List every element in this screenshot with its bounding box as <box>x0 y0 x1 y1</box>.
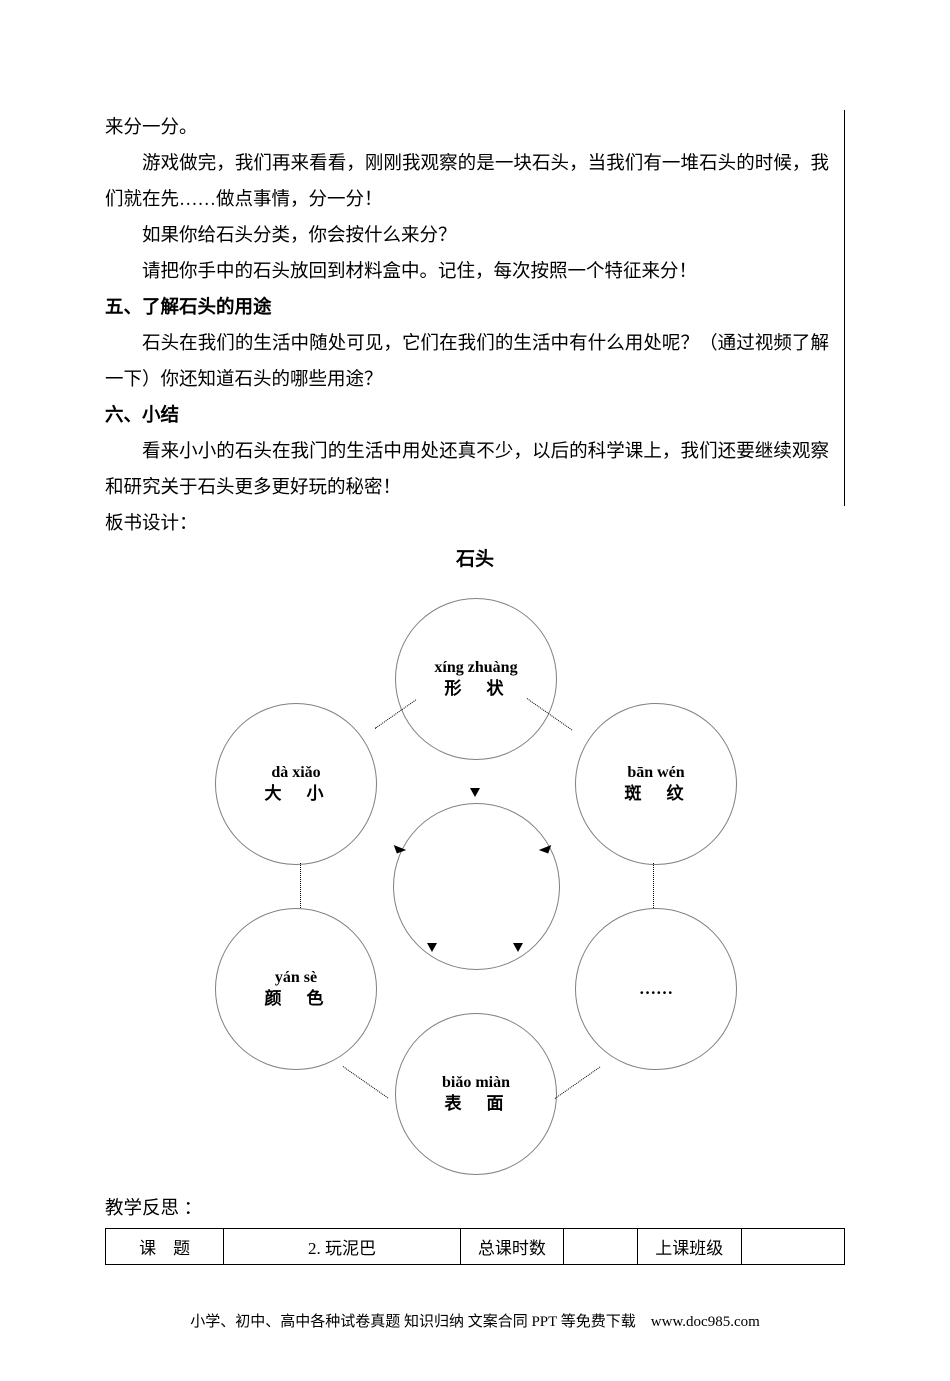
paragraph: 如果你给石头分类，你会按什么来分？ <box>105 218 829 254</box>
node-color: yán sè 颜 色 <box>215 908 377 1070</box>
page-container: 来分一分。 游戏做完，我们再来看看，刚刚我观察的是一块石头，当我们有一堆石头的时… <box>0 0 950 1381</box>
arrow-icon <box>427 943 437 952</box>
board-design-label: 板书设计： <box>105 506 845 542</box>
table-cell <box>564 1229 638 1265</box>
connector <box>300 863 302 908</box>
diagram-title: 石头 <box>105 542 845 578</box>
teaching-reflection-label: 教学反思 ： <box>105 1194 845 1224</box>
connector <box>555 1067 601 1099</box>
paragraph: 请把你手中的石头放回到材料盒中。记住，每次按照一个特征来分！ <box>105 254 829 290</box>
arrow-icon <box>513 943 523 952</box>
node-label: bān wén 斑 纹 <box>625 763 688 806</box>
paragraph: 来分一分。 <box>105 110 829 146</box>
node-shape: xíng zhuàng 形 状 <box>395 598 557 760</box>
node-pattern: bān wén 斑 纹 <box>575 703 737 865</box>
table-cell: 总课时数 <box>460 1229 563 1265</box>
lesson-info-table: 课 题 2. 玩泥巴 总课时数 上课班级 <box>105 1228 845 1265</box>
node-label: …… <box>639 978 673 1001</box>
table-cell <box>741 1229 845 1265</box>
node-size: dà xiǎo 大 小 <box>215 703 377 865</box>
page-footer: 小学、初中、高中各种试卷真题 知识归纳 文案合同 PPT 等免费下载 www.d… <box>105 1310 845 1331</box>
paragraph: 看来小小的石头在我门的生活中用处还真不少，以后的科学课上，我们还要继续观察和研究… <box>105 434 829 506</box>
table-cell: 课 题 <box>106 1229 224 1265</box>
section-heading-5: 五、了解石头的用途 <box>105 290 829 326</box>
paragraph: 石头在我们的生活中随处可见，它们在我们的生活中有什么用处呢？（通过视频了解一下）… <box>105 326 829 398</box>
section-heading-6: 六、小结 <box>105 398 829 434</box>
mind-map-diagram: xíng zhuàng 形 状 dà xiǎo 大 小 bān wén 斑 纹 … <box>175 578 775 1198</box>
center-node <box>393 803 560 970</box>
connector <box>653 863 655 908</box>
node-label: yán sè 颜 色 <box>265 968 328 1011</box>
node-surface: biǎo miàn 表 面 <box>395 1013 557 1175</box>
node-label: dà xiǎo 大 小 <box>265 763 328 806</box>
table-cell: 2. 玩泥巴 <box>224 1229 460 1265</box>
node-label: xíng zhuàng 形 状 <box>434 658 517 701</box>
node-more: …… <box>575 908 737 1070</box>
lesson-content: 来分一分。 游戏做完，我们再来看看，刚刚我观察的是一块石头，当我们有一堆石头的时… <box>105 110 845 506</box>
node-label: biǎo miàn 表 面 <box>442 1073 510 1116</box>
paragraph: 游戏做完，我们再来看看，刚刚我观察的是一块石头，当我们有一堆石头的时候，我们就在… <box>105 146 829 218</box>
footer-url: www.doc985.com <box>651 1314 760 1330</box>
arrow-icon <box>470 788 480 797</box>
table-cell: 上课班级 <box>638 1229 741 1265</box>
connector <box>343 1066 389 1098</box>
table-row: 课 题 2. 玩泥巴 总课时数 上课班级 <box>106 1229 845 1265</box>
footer-text: 小学、初中、高中各种试卷真题 知识归纳 文案合同 PPT 等免费下载 <box>190 1314 636 1330</box>
